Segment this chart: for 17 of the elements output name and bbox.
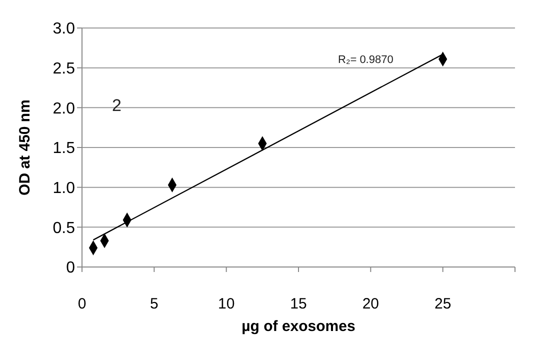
- y-tick-label: 0: [66, 260, 76, 277]
- y-tick-label: 2.0: [52, 100, 76, 118]
- x-axis-title: µg of exosomes: [242, 318, 356, 335]
- annotation: R₂= 0.9870: [338, 54, 394, 66]
- y-tick-label: 2.5: [52, 60, 76, 78]
- y-tick-label: 1.0: [52, 180, 76, 198]
- y-tick-label: 3.0: [52, 20, 76, 38]
- x-tick-label: 0: [78, 296, 86, 313]
- y-tick-label: 1.5: [52, 140, 76, 158]
- x-tick-label: 10: [218, 296, 235, 313]
- x-tick-label: 20: [362, 296, 380, 313]
- y-axis-title: OD at 450 nm: [16, 100, 34, 196]
- annotation: 2: [112, 96, 122, 116]
- x-tick-label: 25: [434, 296, 452, 313]
- x-tick-label: 5: [150, 296, 158, 313]
- x-tick-label: 15: [290, 296, 307, 313]
- y-tick-label: 0.5: [52, 220, 76, 237]
